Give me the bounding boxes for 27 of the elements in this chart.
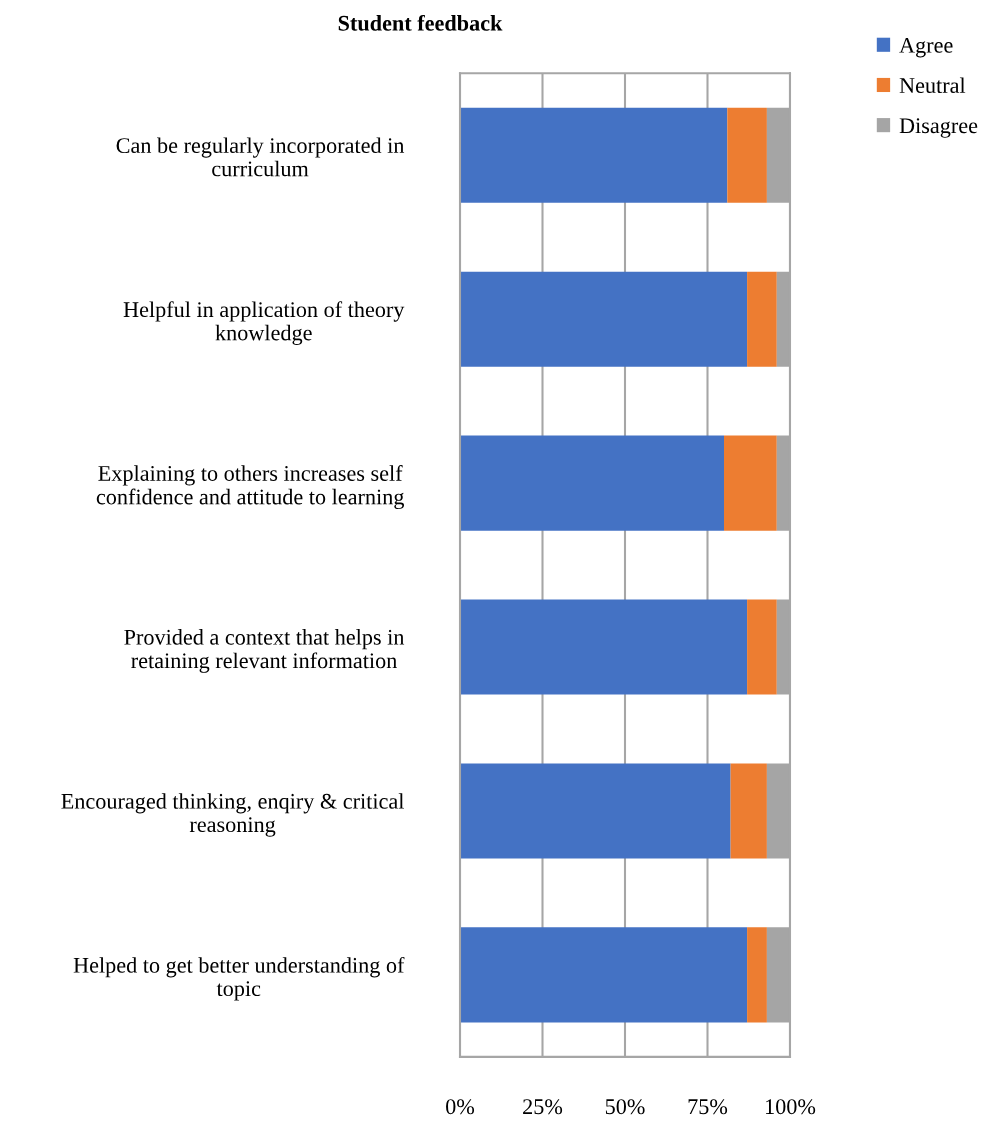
- y-tick-label: Encouraged thinking, enqiry & critical reasoning: [61, 793, 404, 837]
- bar: [460, 107, 728, 203]
- x-tick-label: 50%: [605, 1099, 645, 1115]
- bar: [727, 107, 767, 203]
- bar: [460, 599, 748, 695]
- y-tick-label: Provided a context that helps in retaining relevant information: [124, 629, 405, 673]
- legend-label: Neutral: [899, 77, 966, 94]
- bar: [460, 435, 724, 531]
- bar: [460, 927, 748, 1023]
- x-tick-label: 25%: [523, 1099, 563, 1115]
- y-tick-label: Helpful in application of theory knowledge: [123, 301, 405, 345]
- legend-label: Disagree: [899, 118, 978, 138]
- bar: [460, 271, 748, 367]
- y-tick-label: Helped to get better understanding of topic: [73, 956, 405, 1001]
- bar: [747, 271, 777, 367]
- legend-label: Agree: [899, 37, 953, 58]
- chart-title: Student feedback: [338, 14, 503, 31]
- y-tick-label: Explaining to others increases self confidence and attitude to learning: [96, 465, 405, 510]
- x-tick-label: 100%: [766, 1099, 816, 1115]
- bar: [460, 763, 731, 859]
- bar: [747, 927, 767, 1023]
- x-tick-label: 75%: [688, 1099, 728, 1115]
- bar: [724, 435, 777, 531]
- y-tick-label: Can be regularly incorporated in curriculum: [116, 137, 405, 177]
- x-tick-label: 0%: [446, 1099, 475, 1115]
- bar: [747, 599, 777, 695]
- bar: [730, 763, 767, 859]
